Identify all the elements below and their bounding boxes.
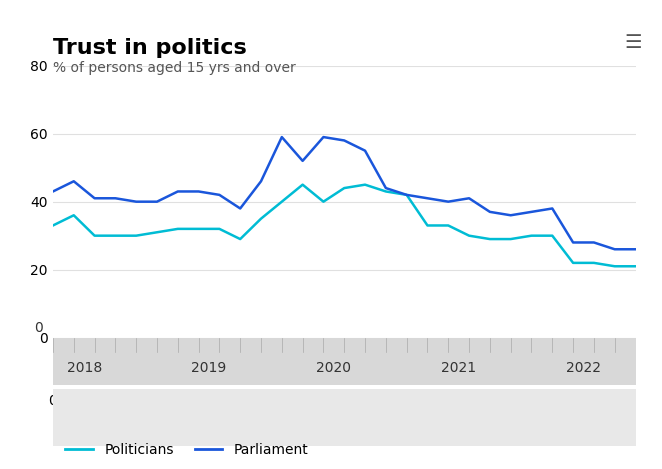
Text: 2020: 2020 [316, 361, 352, 375]
Text: ☰: ☰ [625, 33, 642, 52]
Text: 2022: 2022 [566, 361, 601, 375]
Text: 2018: 2018 [67, 361, 102, 375]
Text: 2019: 2019 [191, 361, 226, 375]
Text: Trust in politics: Trust in politics [53, 38, 247, 58]
Text: 0: 0 [34, 321, 42, 335]
Text: 2021: 2021 [441, 361, 476, 375]
Legend: Politicians, Parliament: Politicians, Parliament [60, 437, 314, 462]
Text: % of persons aged 15 yrs and over: % of persons aged 15 yrs and over [53, 61, 296, 75]
